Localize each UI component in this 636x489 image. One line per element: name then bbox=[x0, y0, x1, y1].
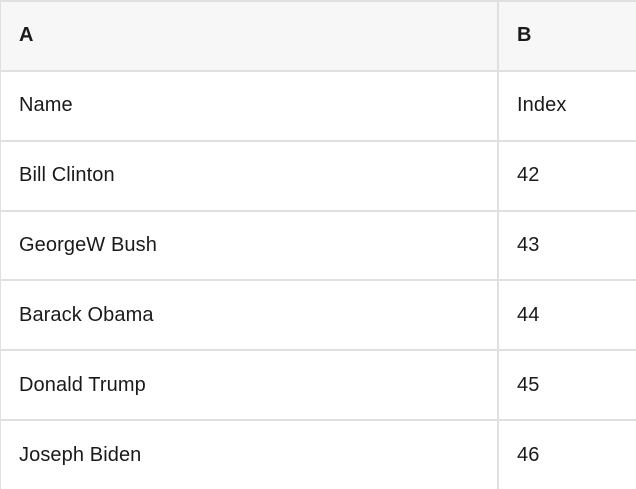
table-body: Name Index Bill Clinton 42 GeorgeW Bush … bbox=[1, 71, 636, 489]
column-header-a[interactable]: A bbox=[1, 2, 499, 70]
cell-name[interactable]: Barack Obama bbox=[1, 281, 499, 350]
cell-name[interactable]: Joseph Biden bbox=[1, 421, 499, 489]
cell-name[interactable]: GeorgeW Bush bbox=[1, 211, 499, 280]
table-row: Barack Obama 44 bbox=[1, 281, 636, 352]
table-row: Bill Clinton 42 bbox=[1, 141, 636, 212]
cell-name[interactable]: Donald Trump bbox=[1, 351, 499, 420]
table-row: Donald Trump 45 bbox=[1, 351, 636, 422]
cell-index[interactable]: 46 bbox=[517, 444, 540, 467]
cell-index[interactable]: 43 bbox=[517, 233, 540, 256]
table-row: GeorgeW Bush 43 bbox=[1, 211, 636, 282]
table-row: Joseph Biden 46 bbox=[1, 421, 636, 489]
table-row: Name Index bbox=[1, 71, 636, 142]
cell-index[interactable]: 44 bbox=[517, 303, 540, 326]
cell-index[interactable]: 42 bbox=[517, 164, 540, 187]
column-header-row: A B bbox=[1, 2, 636, 72]
column-header-b[interactable]: B bbox=[517, 24, 532, 47]
cell-name[interactable]: Name bbox=[1, 71, 499, 140]
cell-name[interactable]: Bill Clinton bbox=[1, 141, 499, 210]
cell-index[interactable]: Index bbox=[517, 94, 567, 117]
cell-index[interactable]: 45 bbox=[517, 373, 540, 396]
